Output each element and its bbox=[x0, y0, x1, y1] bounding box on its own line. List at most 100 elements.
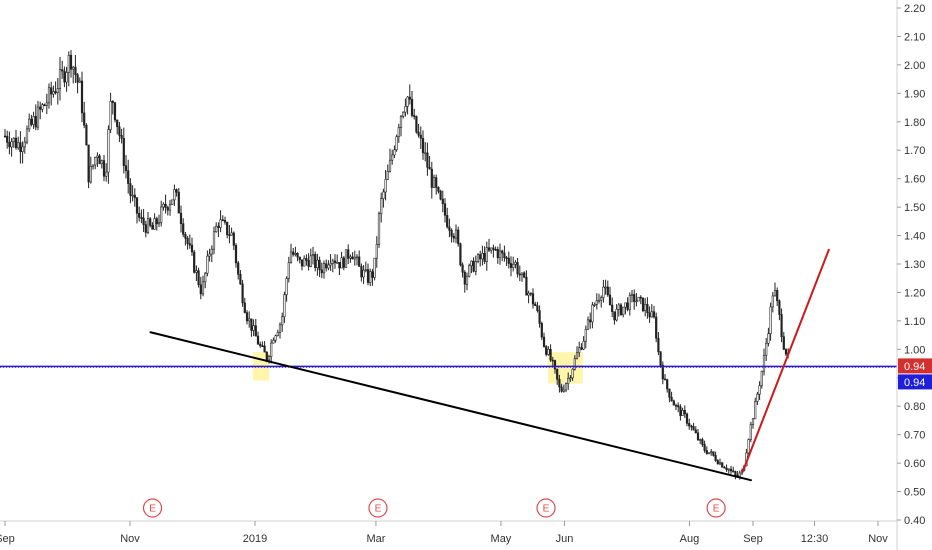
candle bbox=[274, 334, 277, 343]
candle bbox=[270, 339, 273, 364]
candle bbox=[12, 137, 15, 148]
candle bbox=[670, 391, 673, 402]
candle bbox=[773, 282, 777, 297]
annotation-lines bbox=[0, 248, 897, 482]
candle bbox=[366, 263, 370, 286]
candle bbox=[3, 129, 7, 138]
candle bbox=[600, 295, 603, 308]
candle bbox=[547, 346, 550, 356]
candle bbox=[395, 134, 398, 152]
candle bbox=[771, 292, 774, 313]
candle bbox=[175, 188, 178, 197]
earnings-label: E bbox=[149, 504, 156, 515]
candle bbox=[762, 348, 766, 376]
candle bbox=[683, 405, 686, 418]
candle bbox=[468, 263, 471, 278]
candle bbox=[501, 249, 504, 262]
candle bbox=[325, 259, 328, 272]
y-tick-label: 1.90 bbox=[904, 88, 925, 100]
candle bbox=[483, 246, 486, 265]
candle bbox=[457, 226, 460, 247]
candle bbox=[107, 125, 110, 184]
earnings-marker[interactable]: E bbox=[536, 498, 556, 518]
candle bbox=[450, 228, 453, 243]
candle bbox=[749, 421, 752, 443]
candle bbox=[446, 207, 449, 229]
candle bbox=[333, 254, 337, 269]
y-tick-label: 0.80 bbox=[904, 401, 925, 413]
candle bbox=[230, 227, 233, 236]
candles bbox=[3, 50, 790, 480]
y-tick-label: 2.10 bbox=[904, 31, 925, 43]
candle bbox=[663, 373, 667, 381]
candle bbox=[778, 299, 781, 321]
candle bbox=[657, 331, 660, 356]
candle bbox=[6, 130, 9, 149]
candle bbox=[608, 286, 612, 306]
candle bbox=[197, 267, 200, 288]
candle bbox=[243, 297, 246, 314]
candle bbox=[300, 259, 304, 271]
candle bbox=[492, 244, 495, 258]
candle bbox=[452, 233, 455, 243]
candle bbox=[514, 260, 517, 269]
y-tick-label: 0.70 bbox=[904, 430, 925, 442]
y-tick-label: 2.20 bbox=[904, 3, 925, 15]
candle bbox=[633, 289, 636, 310]
earnings-marker[interactable]: E bbox=[142, 498, 163, 518]
candle bbox=[135, 197, 139, 224]
candle bbox=[54, 81, 57, 95]
candle bbox=[287, 256, 290, 283]
candle bbox=[261, 341, 264, 347]
candle bbox=[373, 257, 376, 281]
earnings-marker[interactable]: E bbox=[706, 498, 726, 518]
y-axis: 2.20 2.10 2.00 1.90 1.80 1.70 1.60 1.50 1.40 1.30… bbox=[896, 0, 932, 550]
candle bbox=[219, 210, 222, 233]
earnings-label: E bbox=[375, 504, 382, 515]
candle bbox=[410, 91, 414, 118]
candle bbox=[496, 246, 499, 264]
candle bbox=[179, 205, 183, 233]
candle bbox=[36, 100, 40, 131]
candle bbox=[732, 466, 735, 473]
candle bbox=[61, 60, 64, 79]
candle bbox=[252, 319, 255, 337]
candle bbox=[105, 163, 108, 182]
candle bbox=[221, 215, 224, 222]
candle bbox=[76, 73, 79, 94]
candle bbox=[402, 111, 405, 119]
candle bbox=[465, 272, 469, 291]
trendline-0[interactable] bbox=[149, 331, 752, 482]
earnings-label: E bbox=[713, 504, 720, 515]
candle bbox=[527, 290, 530, 304]
candle bbox=[712, 451, 715, 457]
x-tick-label: Nov bbox=[120, 533, 140, 545]
candle bbox=[760, 370, 763, 389]
candle bbox=[498, 243, 502, 265]
y-tick-label: 1.70 bbox=[904, 145, 925, 157]
candle bbox=[582, 336, 585, 351]
candle bbox=[586, 316, 590, 330]
candle bbox=[28, 113, 31, 132]
candle bbox=[91, 164, 95, 170]
candle bbox=[173, 184, 176, 206]
candle bbox=[652, 305, 656, 319]
candle bbox=[336, 254, 339, 264]
candle bbox=[560, 383, 563, 393]
candle bbox=[281, 312, 284, 332]
candle bbox=[727, 468, 730, 474]
x-tick-label: Sep bbox=[743, 533, 763, 545]
candle bbox=[481, 245, 484, 266]
candle bbox=[283, 291, 286, 323]
candle bbox=[193, 250, 196, 274]
candle bbox=[641, 297, 645, 313]
trendline-1[interactable] bbox=[741, 248, 830, 473]
earnings-marker[interactable]: E bbox=[368, 498, 388, 518]
candle bbox=[426, 142, 429, 176]
candle bbox=[215, 222, 218, 233]
candle bbox=[562, 384, 565, 393]
candle bbox=[305, 254, 308, 266]
candle bbox=[353, 250, 356, 266]
candle bbox=[208, 248, 211, 262]
